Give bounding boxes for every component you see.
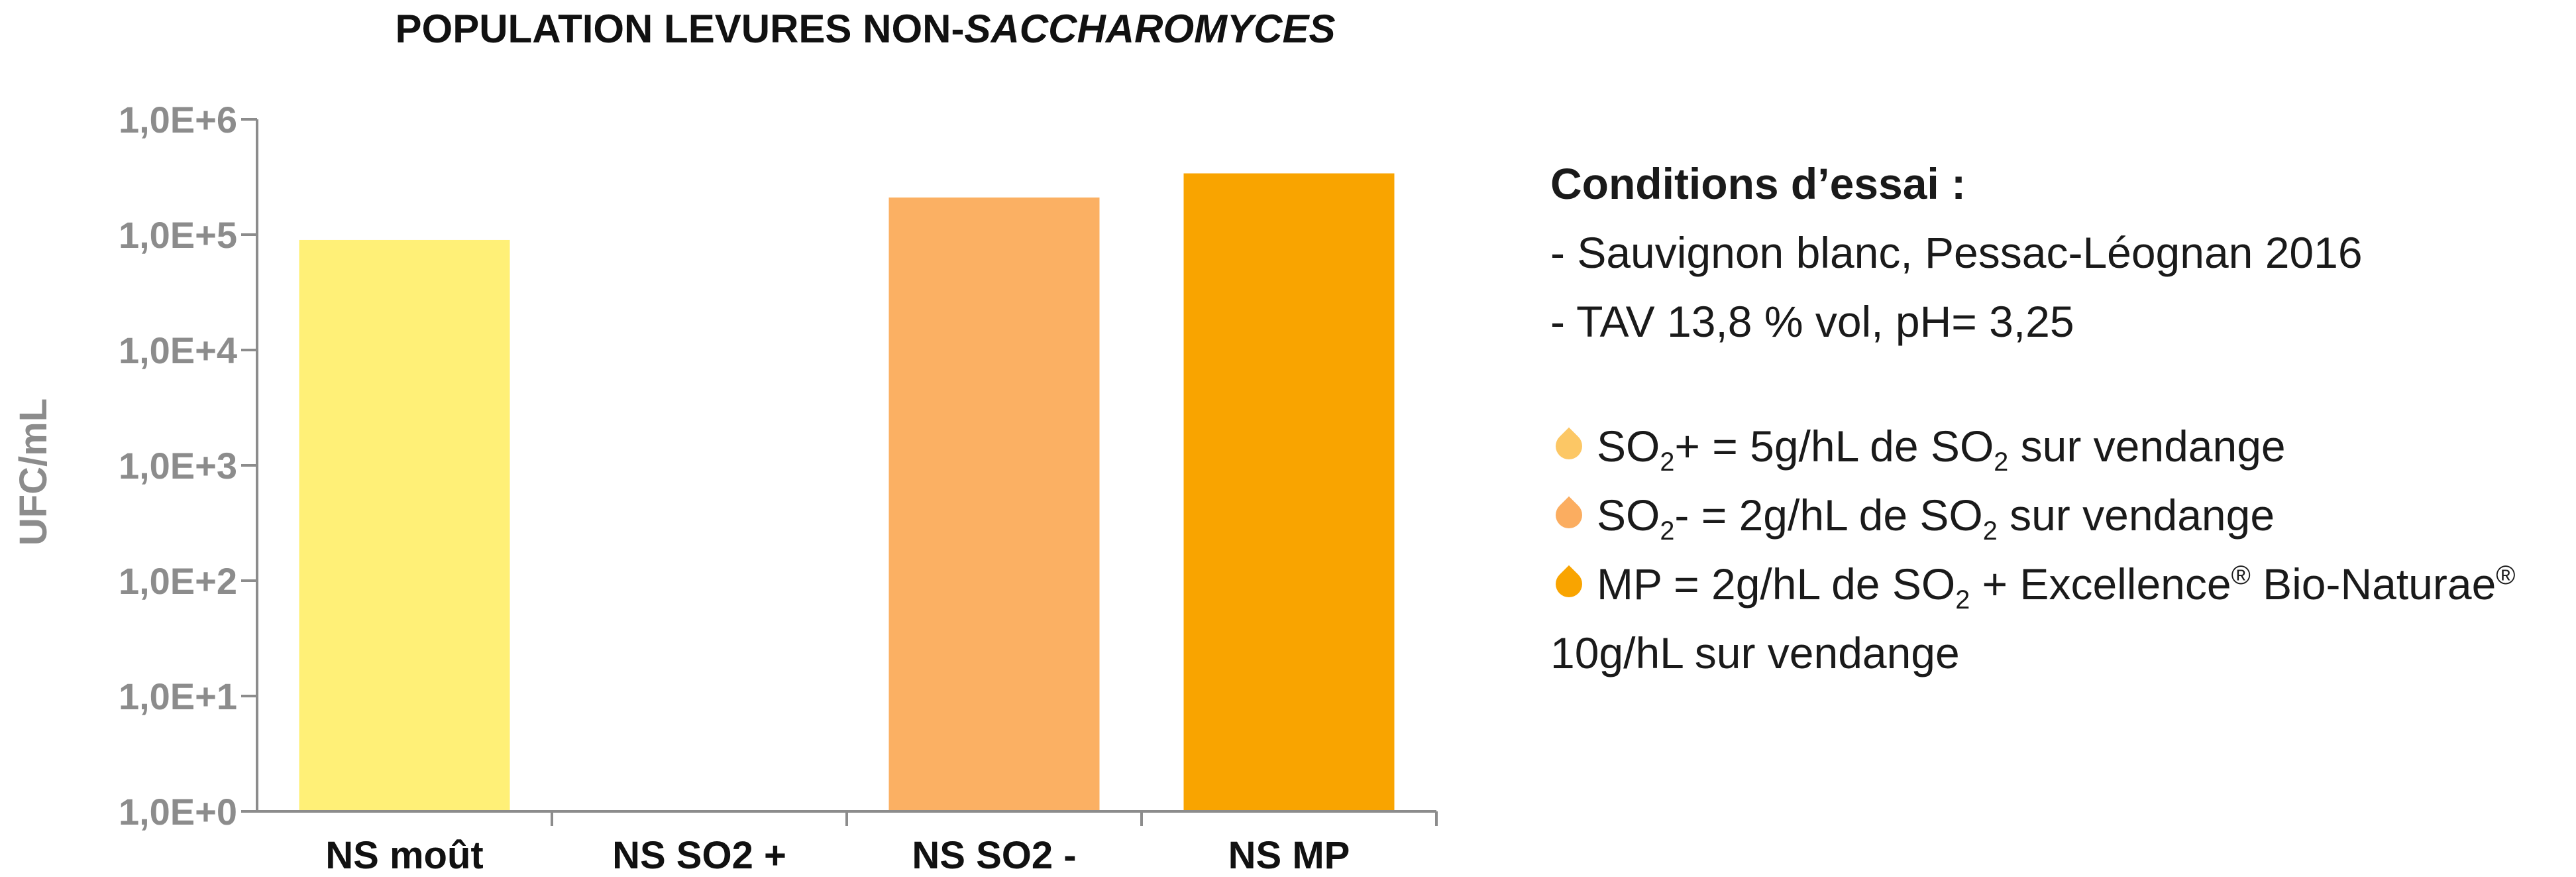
drop-icon xyxy=(1550,427,1588,465)
bar xyxy=(888,197,1100,811)
bar-chart: POPULATION LEVURES NON-SACCHAROMYCES UFC… xyxy=(12,7,1438,877)
bar xyxy=(1183,173,1395,811)
legend-item-so2-minus: SO2- = 2g/hL de SO2 sur vendange xyxy=(1550,481,2571,550)
condition-line-2: - TAV 13,8 % vol, pH= 3,25 xyxy=(1550,297,2074,346)
legend-item-mp: MP = 2g/hL de SO2 + Excellence® Bio-Natu… xyxy=(1550,550,2571,618)
chart-title: POPULATION LEVURES NON-SACCHAROMYCES xyxy=(396,7,1336,51)
legend-label-so2-plus: SO2+ = 5g/hL de SO2 sur vendange xyxy=(1597,422,2286,477)
bar xyxy=(299,239,510,811)
y-tick-label: 1,0E+4 xyxy=(119,329,237,371)
y-tick-label: 1,0E+5 xyxy=(119,214,237,256)
x-category-label: NS MP xyxy=(1228,834,1350,877)
drop-icon xyxy=(1550,496,1588,534)
x-category-label: NS SO2 + xyxy=(612,834,786,877)
y-tick-label: 1,0E+1 xyxy=(119,675,237,717)
y-tick-label: 1,0E+3 xyxy=(119,445,237,487)
x-category-label: NS moût xyxy=(325,834,483,877)
y-axis-label: UFC/mL xyxy=(12,398,55,546)
conditions-heading: Conditions d’essai : xyxy=(1550,159,1966,208)
condition-line-1: - Sauvignon blanc, Pessac-Léognan 2016 xyxy=(1550,228,2363,277)
legend-item-so2-plus: SO2+ = 5g/hL de SO2 sur vendange xyxy=(1550,412,2571,481)
test-conditions-panel: Conditions d’essai : - Sauvignon blanc, … xyxy=(1550,149,2571,687)
y-tick-label: 1,0E+2 xyxy=(119,560,237,602)
drop-icon xyxy=(1550,565,1588,603)
legend-mp-continuation: 10g/hL sur vendange xyxy=(1550,628,1960,677)
y-tick-label: 1,0E+0 xyxy=(119,791,237,833)
y-tick-label: 1,0E+6 xyxy=(119,99,237,141)
legend-label-mp: MP = 2g/hL de SO2 + Excellence® Bio-Natu… xyxy=(1597,559,2516,615)
x-category-label: NS SO2 - xyxy=(912,834,1076,877)
legend-label-so2-minus: SO2- = 2g/hL de SO2 sur vendange xyxy=(1597,491,2275,546)
